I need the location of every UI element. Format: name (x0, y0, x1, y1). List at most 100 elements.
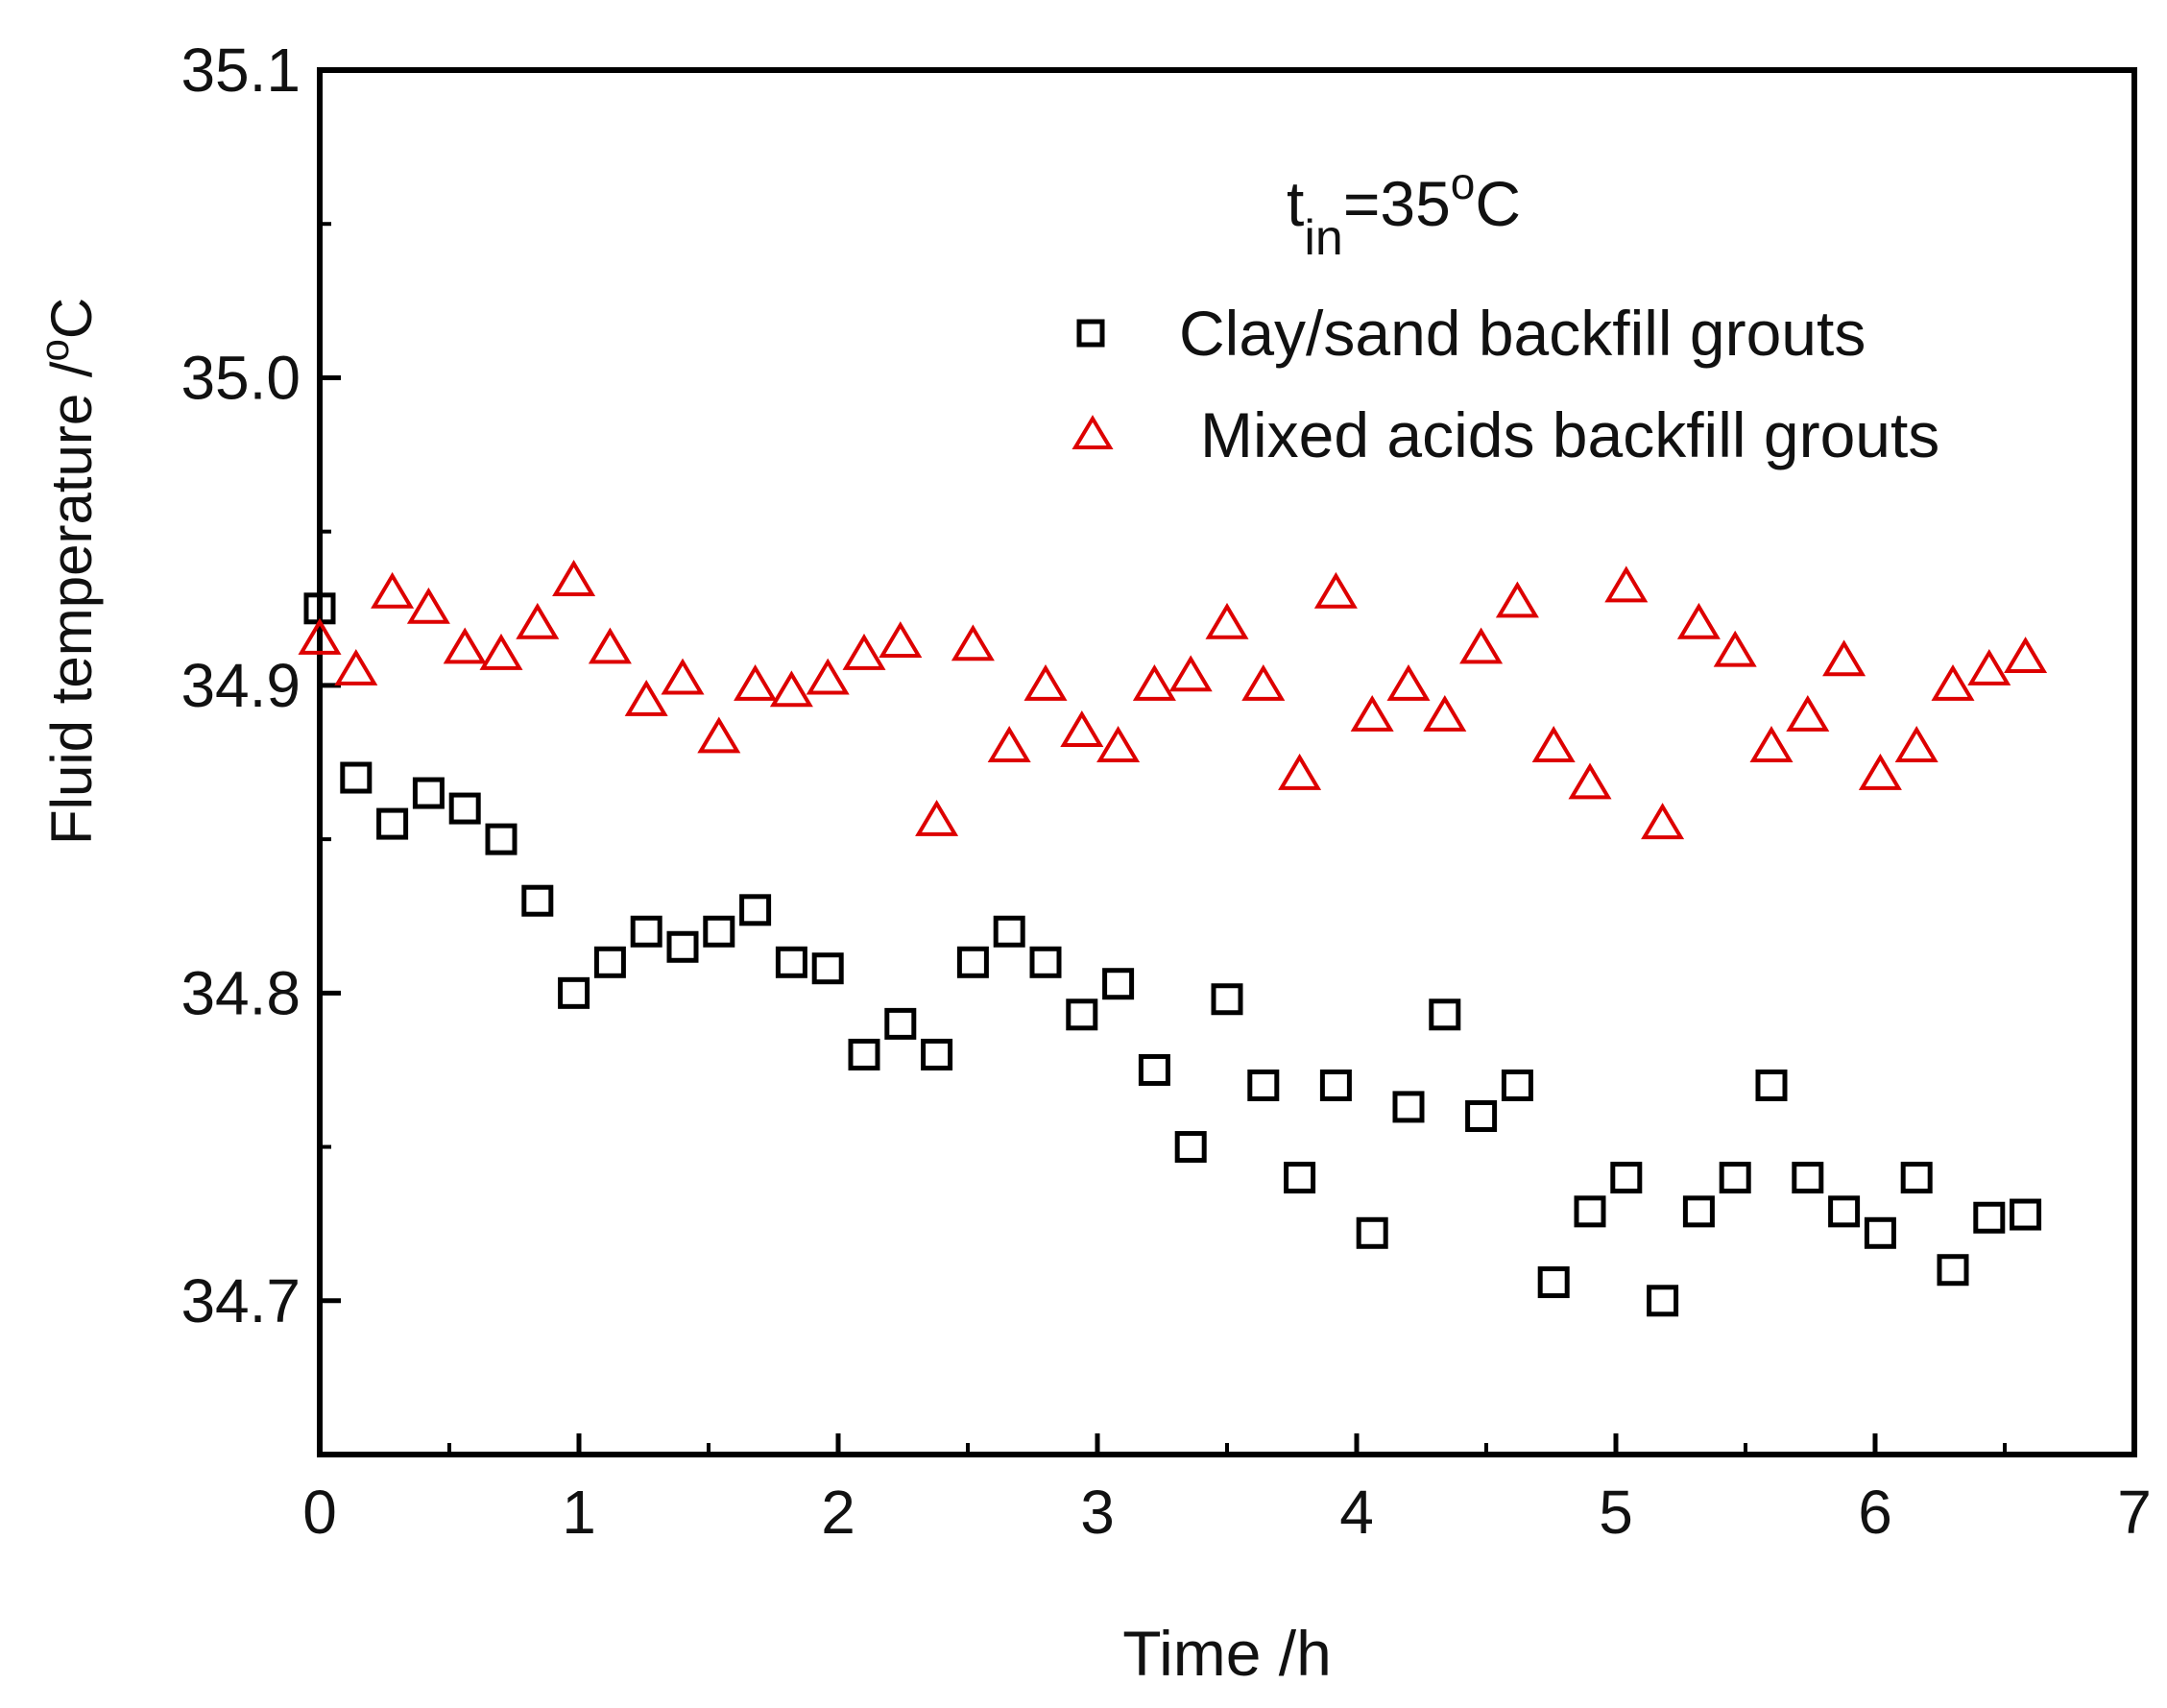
data-point-triangle (987, 726, 1031, 762)
x-tick-label: 0 (302, 1478, 337, 1547)
data-point-triangle (588, 627, 632, 664)
data-point-square (1610, 1162, 1643, 1194)
legend-label-mixed-acids: Mixed acids backfill grouts (1200, 399, 1939, 470)
data-point-triangle (1313, 571, 1358, 609)
data-point-triangle (1713, 630, 1757, 667)
data-point-square (1864, 1216, 1896, 1249)
data-point-triangle (2004, 637, 2048, 674)
x-tick-label: 7 (2117, 1478, 2152, 1547)
data-point-square (1973, 1201, 2006, 1234)
data-point-square (485, 823, 518, 855)
data-point-square (1392, 1091, 1425, 1123)
data-point-square (1284, 1162, 1316, 1194)
data-point-triangle (769, 670, 813, 708)
x-axis: 0 1 2 3 4 5 6 7 (302, 1433, 2152, 1547)
annotation-eq: =35 (1343, 168, 1451, 239)
x-tick-label: 4 (1339, 1478, 1374, 1547)
annotation-unit: C (1475, 168, 1521, 239)
data-point-triangle (1278, 753, 1322, 790)
y-axis-label-degree: o (32, 339, 77, 361)
x-tick-label: 1 (562, 1478, 596, 1547)
data-point-triangle (1604, 565, 1649, 603)
data-point-triangle (371, 571, 415, 609)
data-point-triangle (624, 679, 668, 716)
legend: Clay/sand backfill grouts Mixed acids ba… (1071, 298, 1939, 470)
data-point-square (884, 1007, 917, 1040)
data-point-triangle (1241, 663, 1286, 701)
data-point-square (1828, 1195, 1861, 1228)
data-point-square (956, 946, 989, 978)
data-point-triangle (1931, 663, 1975, 701)
series-clay-sand (303, 592, 2042, 1317)
plot-frame (317, 67, 2137, 1457)
data-point-square (666, 930, 699, 963)
data-point-square (1574, 1195, 1606, 1228)
data-point-square (2010, 1198, 2042, 1231)
series-mixed-acids (298, 560, 2048, 840)
data-point-square (848, 1038, 880, 1071)
data-point-triangle (1822, 639, 1866, 677)
data-point-square (1138, 1053, 1170, 1086)
data-point-triangle (1096, 726, 1141, 762)
data-point-square (1792, 1162, 1824, 1194)
data-point-square (1937, 1254, 1969, 1287)
data-point-triangle (516, 602, 560, 639)
annotation-inlet-temp: tin=35oC (1287, 158, 1521, 266)
y-tick-label: 34.8 (181, 958, 301, 1027)
data-point-triangle (552, 560, 596, 596)
data-point-triangle (1205, 602, 1249, 639)
legend-marker-clay-sand (1076, 319, 1105, 348)
annotation-sup: o (1451, 158, 1476, 208)
data-point-triangle (661, 658, 705, 695)
data-point-square (921, 1038, 953, 1071)
data-point-square (412, 777, 445, 809)
data-point-square (1356, 1216, 1388, 1249)
data-point-square (1501, 1069, 1533, 1101)
data-point-triangle (334, 648, 378, 686)
annotation-sub: in (1304, 210, 1342, 266)
y-axis-label-main: Fluid temperature / (39, 361, 104, 845)
data-point-triangle (1350, 695, 1394, 732)
data-point-triangle (915, 799, 959, 836)
data-point-triangle (1568, 762, 1612, 800)
x-tick-label: 6 (1858, 1478, 1892, 1547)
data-point-triangle (1967, 648, 2011, 686)
data-point-square (1647, 1285, 1679, 1317)
y-axis: 34.7 34.8 34.9 35.0 35.1 (181, 36, 341, 1456)
data-point-triangle (1423, 695, 1467, 732)
data-point-triangle (1459, 627, 1504, 664)
data-point-square (1211, 983, 1243, 1016)
data-point-square (340, 761, 373, 794)
data-point-triangle (1495, 581, 1539, 618)
data-point-square (1319, 1069, 1352, 1101)
data-point-triangle (1858, 753, 1902, 790)
data-point-square (1755, 1069, 1788, 1101)
data-point-square (593, 946, 626, 978)
data-point-square (775, 946, 807, 978)
y-tick-label: 35.1 (181, 36, 301, 105)
y-tick-label: 34.7 (181, 1266, 301, 1335)
data-point-triangle (1641, 803, 1685, 840)
data-point-triangle (1060, 710, 1104, 747)
data-point-square (739, 894, 772, 926)
x-axis-label: Time /h (1122, 1618, 1332, 1689)
data-point-triangle (443, 627, 487, 664)
data-point-triangle (734, 663, 778, 701)
legend-label-clay-sand: Clay/sand backfill grouts (1179, 298, 1866, 369)
data-point-square (993, 915, 1025, 948)
data-point-square (521, 884, 554, 917)
data-point-triangle (1676, 602, 1721, 639)
data-point-triangle (1023, 663, 1068, 701)
x-tick-label: 2 (821, 1478, 855, 1547)
data-point-square (1174, 1131, 1207, 1164)
data-point-square (1429, 998, 1461, 1031)
x-tick-label: 3 (1080, 1478, 1115, 1547)
data-point-triangle (1894, 726, 1938, 762)
data-point-square (1682, 1195, 1715, 1228)
legend-marker-mixed-acids (1071, 415, 1114, 449)
data-point-square (1247, 1069, 1280, 1101)
data-point-square (558, 976, 590, 1009)
data-point-triangle (1786, 695, 1830, 732)
data-point-square (1465, 1100, 1498, 1133)
data-point-square (1102, 968, 1135, 1000)
